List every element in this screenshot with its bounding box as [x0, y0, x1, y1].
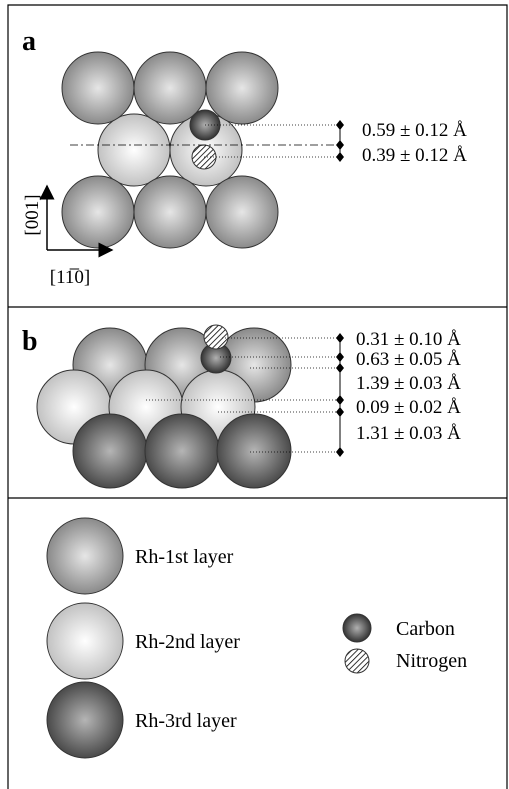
measurement: 0.63 ± 0.05 Å — [356, 349, 461, 370]
legend-label: Rh-1st layer — [135, 546, 234, 568]
guides-a — [70, 120, 344, 162]
measurement: 0.09 ± 0.02 Å — [356, 397, 461, 418]
measurement: 1.31 ± 0.03 Å — [356, 423, 461, 444]
legend-label: Rh-3rd layer — [135, 710, 237, 732]
frame — [7, 4, 508, 789]
legend-label: Nitrogen — [396, 650, 467, 672]
measurement: 0.39 ± 0.12 Å — [362, 145, 467, 166]
legend-label: Rh-2nd layer — [135, 631, 240, 653]
atoms-a — [61, 51, 279, 249]
measurement: 1.39 ± 0.03 Å — [356, 373, 461, 394]
guides-b — [146, 333, 344, 457]
axis-label: [11̅0] — [50, 267, 90, 288]
legend-label: Carbon — [396, 618, 455, 640]
legend-swatches — [46, 517, 372, 759]
axis-label: [001] — [22, 194, 43, 235]
atoms-b — [36, 324, 292, 489]
axes-arrows — [39, 184, 114, 258]
panel-label: b — [22, 326, 38, 357]
measurement: 0.59 ± 0.12 Å — [362, 120, 467, 141]
panel-label: a — [22, 26, 36, 57]
measurement: 0.31 ± 0.10 Å — [356, 329, 461, 350]
